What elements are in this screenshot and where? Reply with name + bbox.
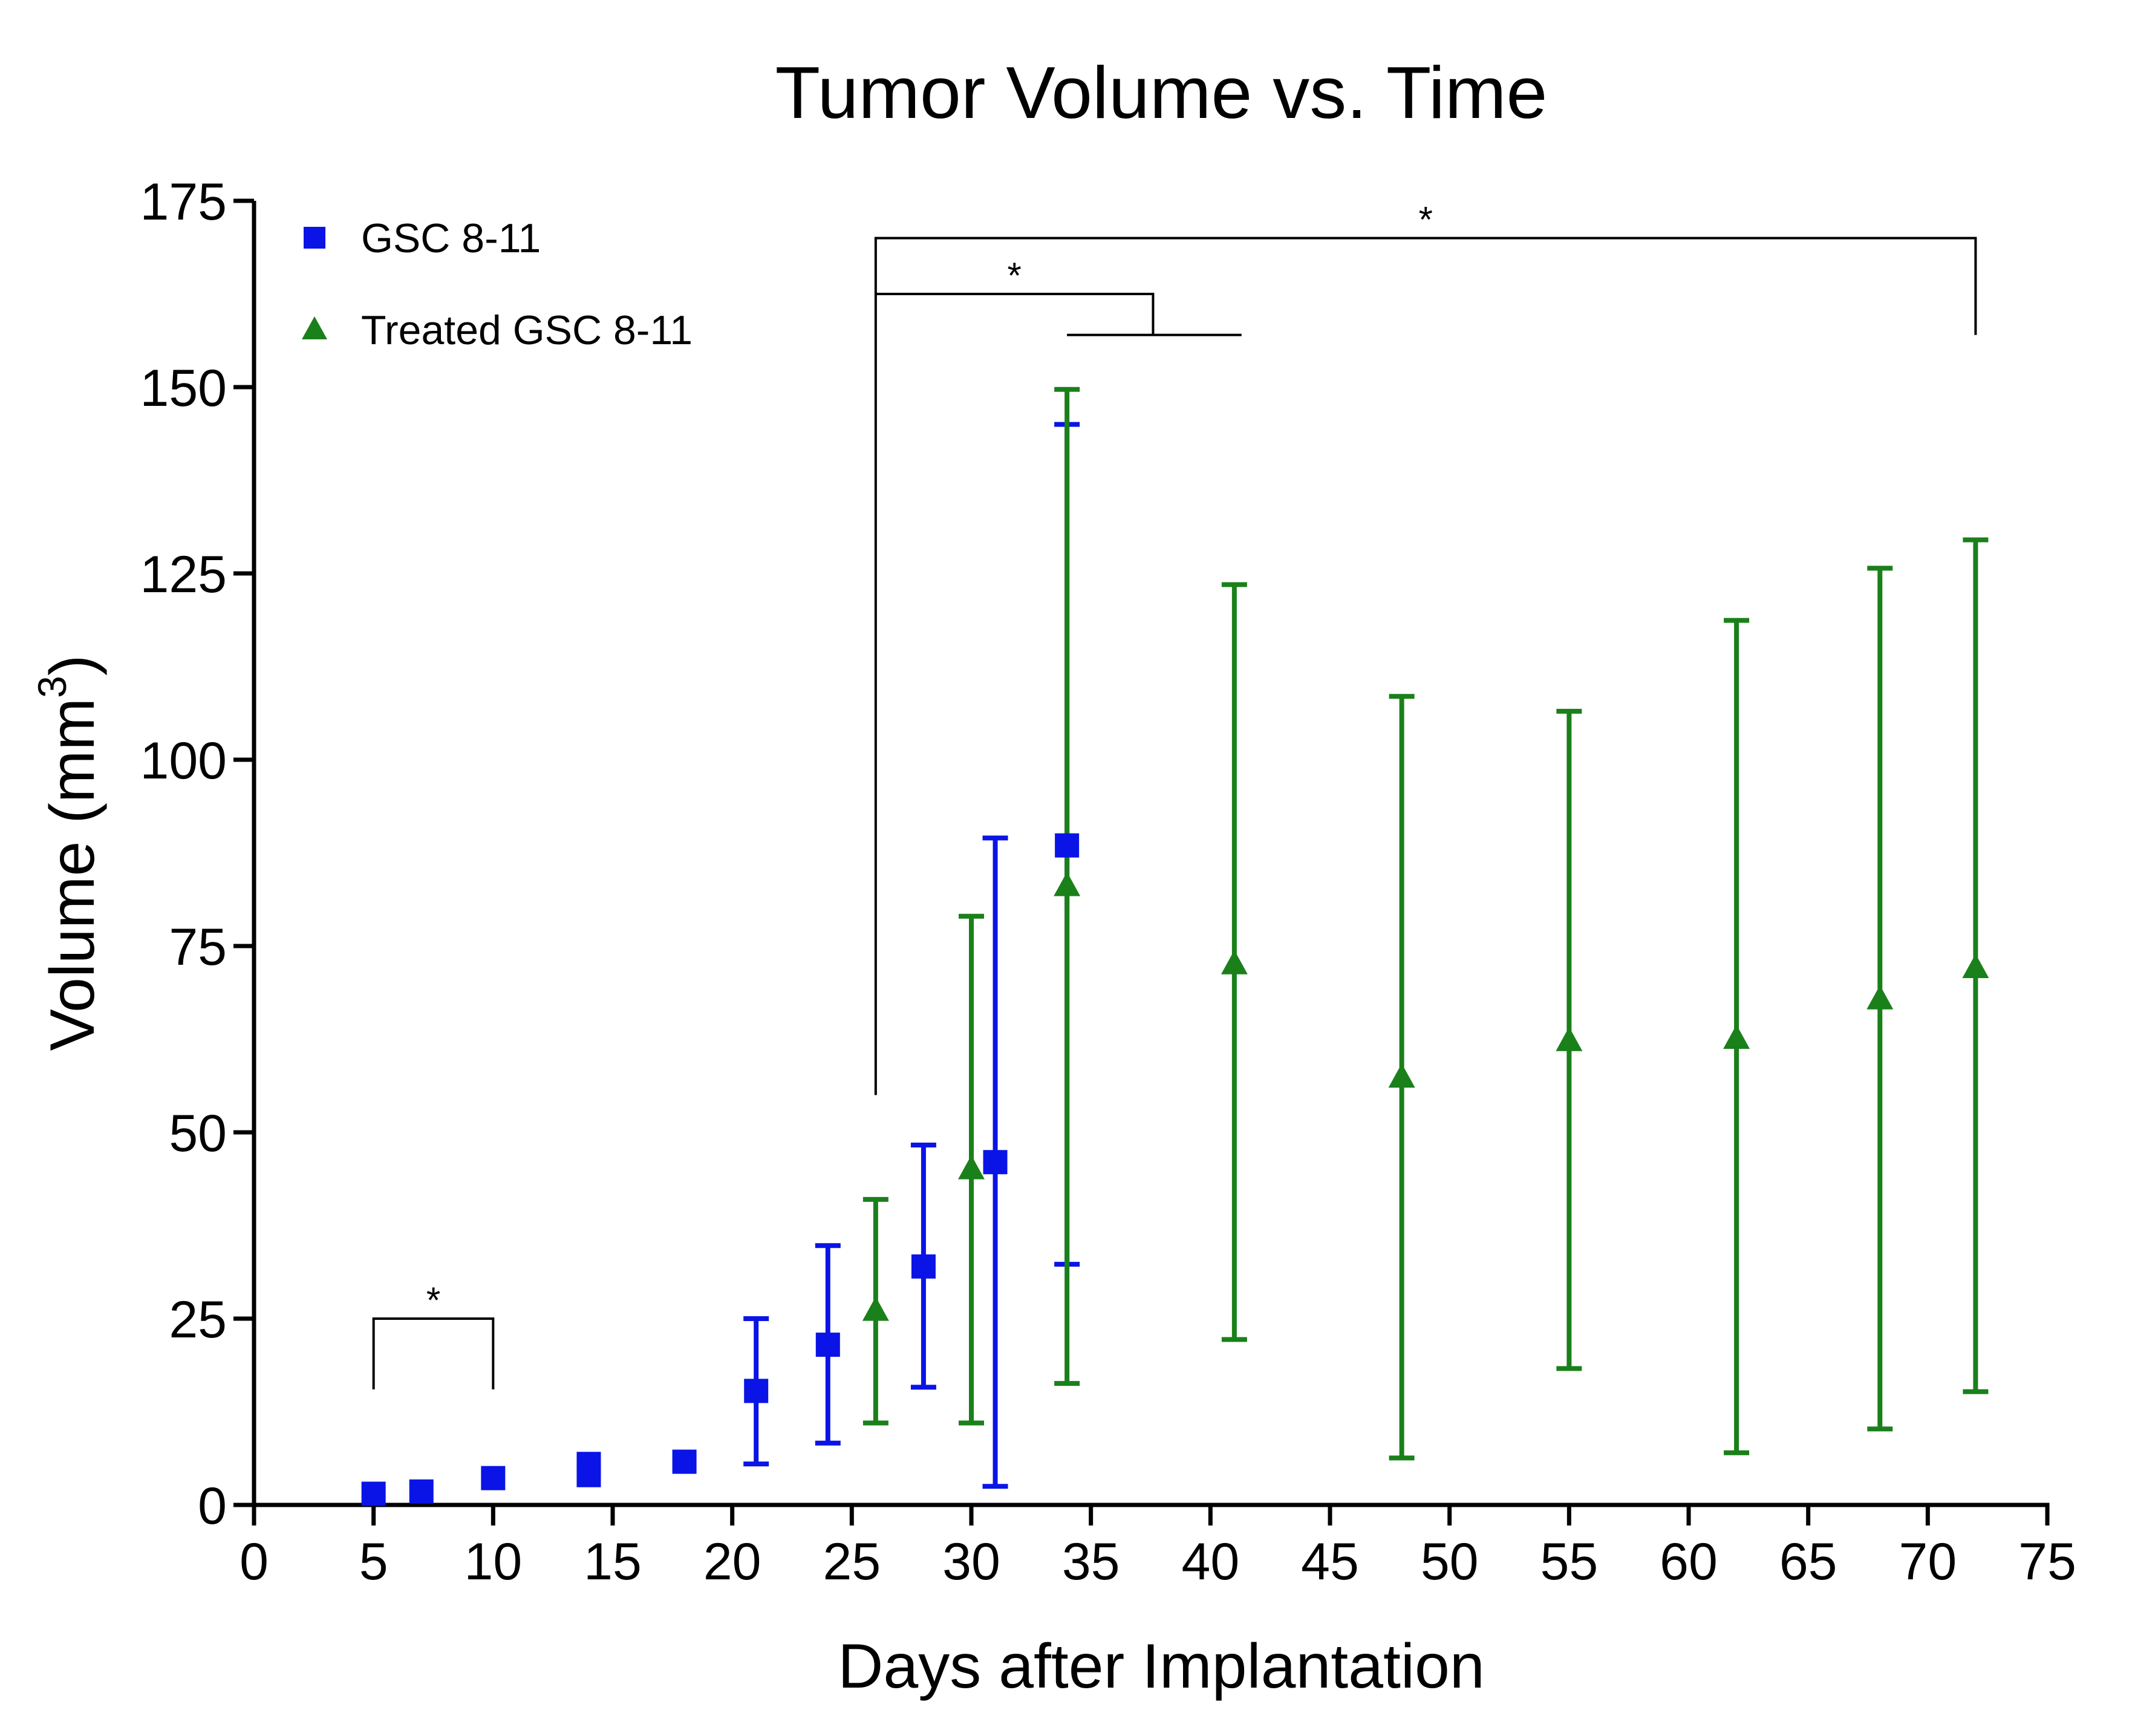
y-tick-label-75: 75 xyxy=(169,918,227,976)
data-point-treated-gsc-9 xyxy=(1962,953,1989,978)
x-tick-label-15: 15 xyxy=(584,1533,642,1591)
significance-bracket-2 xyxy=(874,237,1977,1095)
data-point-gsc-5 xyxy=(576,1452,601,1477)
y-axis-label-close: ) xyxy=(37,654,108,676)
marker-layer xyxy=(361,833,1989,1506)
data-point-gsc-1 xyxy=(361,1481,386,1506)
y-tick-label-50: 50 xyxy=(169,1105,227,1163)
y-axis-label-superscript: 3 xyxy=(30,676,74,698)
y-tick-label-175: 175 xyxy=(140,173,227,231)
x-tick-label-70: 70 xyxy=(1899,1533,1957,1591)
significance-star-2: * xyxy=(1418,200,1432,240)
data-point-treated-gsc-3 xyxy=(1054,872,1081,896)
data-point-treated-gsc-2 xyxy=(958,1155,985,1180)
data-point-treated-gsc-1 xyxy=(862,1296,889,1321)
y-axis-label-group: Volume (mm3) xyxy=(30,654,108,1051)
y-tick-label-25: 25 xyxy=(169,1291,227,1349)
legend-marker-triangle xyxy=(302,316,327,339)
significance-bracket-3 xyxy=(875,293,1155,335)
x-tick-label-5: 5 xyxy=(359,1533,388,1591)
data-point-gsc-3 xyxy=(481,1466,506,1490)
y-tick-label-150: 150 xyxy=(140,359,227,417)
legend-marker-square xyxy=(304,227,325,249)
data-point-treated-gsc-8 xyxy=(1866,985,1894,1010)
x-tick-label-50: 50 xyxy=(1421,1533,1479,1591)
chart-title: Tumor Volume vs. Time xyxy=(775,51,1548,134)
legend-item-2: Treated GSC 8-11 xyxy=(302,307,693,353)
y-tick-label-100: 100 xyxy=(140,732,227,790)
legend: GSC 8-11 Treated GSC 8-11 xyxy=(302,215,693,353)
data-point-gsc-9 xyxy=(911,1254,936,1279)
data-point-gsc-11 xyxy=(1055,833,1080,858)
x-tick-label-55: 55 xyxy=(1540,1533,1598,1591)
data-point-treated-gsc-6 xyxy=(1556,1026,1583,1051)
x-tick-label-30: 30 xyxy=(942,1533,1000,1591)
axes-layer: 0 5 10 15 20 25 30 35 40 45 50 55 60 65 70 75 0 25 50 75 100… xyxy=(140,173,2076,1591)
y-axis-label: Volume (mm3) xyxy=(30,654,108,1051)
data-point-gsc-7 xyxy=(744,1379,769,1403)
x-tick-label-75: 75 xyxy=(2018,1533,2076,1591)
x-tick-label-10: 10 xyxy=(464,1533,522,1591)
data-point-gsc-2 xyxy=(409,1479,434,1504)
legend-label-1: GSC 8-11 xyxy=(361,215,541,261)
legend-item-1: GSC 8-11 xyxy=(304,215,541,261)
annotation-layer: * * * xyxy=(372,200,1977,1390)
data-point-gsc-6 xyxy=(672,1449,697,1474)
x-tick-label-60: 60 xyxy=(1660,1533,1718,1591)
data-point-treated-gsc-5 xyxy=(1388,1063,1415,1088)
data-point-treated-gsc-7 xyxy=(1723,1025,1750,1049)
legend-label-2: Treated GSC 8-11 xyxy=(361,307,693,353)
data-point-gsc-10 xyxy=(983,1150,1008,1175)
x-tick-label-65: 65 xyxy=(1779,1533,1837,1591)
x-tick-label-20: 20 xyxy=(703,1533,761,1591)
x-tick-label-0: 0 xyxy=(240,1533,269,1591)
significance-star-1: * xyxy=(426,1280,440,1320)
data-point-treated-gsc-4 xyxy=(1221,950,1248,974)
x-axis-label: Days after Implantation xyxy=(838,1631,1484,1702)
x-tick-label-45: 45 xyxy=(1301,1533,1359,1591)
significance-bracket-1 xyxy=(372,1317,495,1390)
y-tick-label-0: 0 xyxy=(198,1477,227,1535)
y-tick-label-125: 125 xyxy=(140,546,227,604)
data-point-gsc-8 xyxy=(815,1333,840,1357)
x-tick-label-35: 35 xyxy=(1062,1533,1120,1591)
y-axis-label-main: Volume (mm xyxy=(37,698,108,1051)
x-tick-label-40: 40 xyxy=(1181,1533,1239,1591)
errorbar-layer xyxy=(743,387,1989,1489)
significance-star-3: * xyxy=(1007,255,1021,296)
x-tick-label-25: 25 xyxy=(823,1533,881,1591)
